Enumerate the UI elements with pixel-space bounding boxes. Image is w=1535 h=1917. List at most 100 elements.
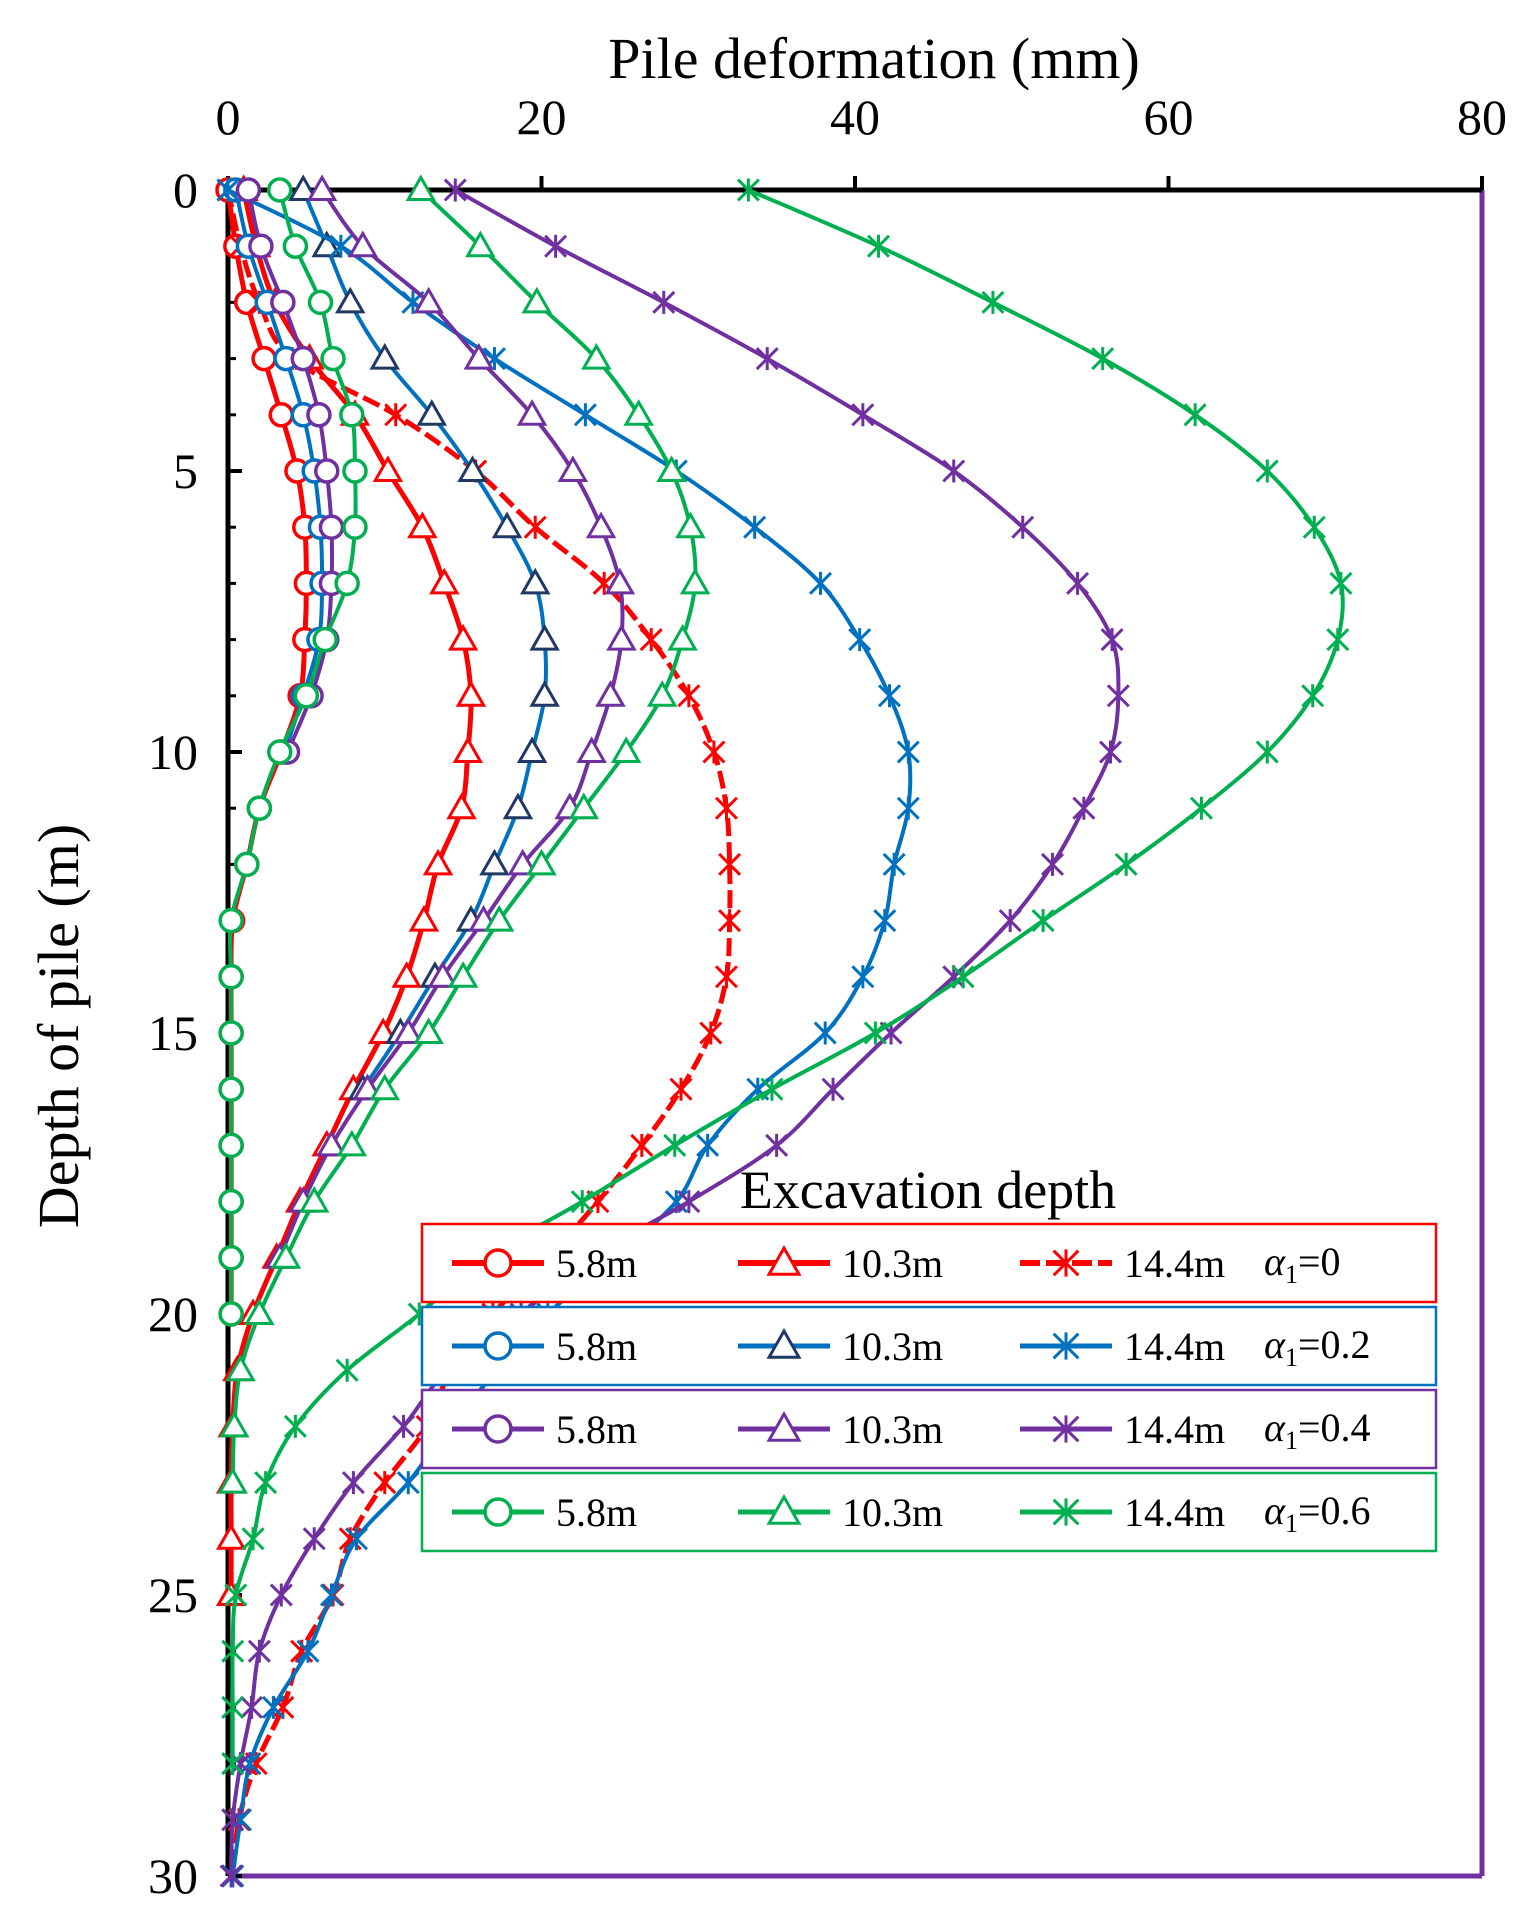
data-point (244, 1298, 275, 1325)
legend-group: 5.8m 10.3m 14.4m α1=0.6 (420, 1471, 1438, 1553)
data-point (290, 345, 316, 372)
data-point (312, 626, 338, 653)
data-point (288, 174, 319, 201)
legend-alpha-label: α1=0 (1264, 1239, 1341, 1289)
data-point (218, 1188, 244, 1215)
data-point (396, 1471, 420, 1495)
data-point (306, 174, 338, 201)
data-point (282, 233, 309, 259)
data-point (408, 904, 440, 932)
data-point (656, 455, 687, 482)
data-point (1255, 740, 1279, 764)
series-8 (219, 178, 1130, 1888)
data-point (718, 909, 742, 933)
data-point (882, 852, 906, 876)
data-point (318, 514, 345, 540)
data-point (1189, 796, 1213, 820)
data-point (765, 1133, 789, 1157)
legend-label: 10.3m (842, 1324, 943, 1369)
data-point (679, 567, 711, 595)
legend-box (420, 1471, 1438, 1553)
legend-label: 14.4m (1124, 1241, 1225, 1286)
data-point (863, 1021, 887, 1045)
data-point (413, 1017, 444, 1044)
data-point (246, 795, 273, 821)
data-point (544, 234, 568, 258)
data-point (851, 403, 875, 427)
data-point (306, 402, 332, 428)
data-point (405, 174, 437, 201)
data-point (416, 399, 448, 426)
data-point (316, 1129, 347, 1157)
legend-marker (1052, 1498, 1080, 1526)
data-point (1072, 796, 1096, 820)
data-point (519, 567, 551, 595)
data-point (981, 290, 1005, 314)
data-point (293, 683, 320, 709)
data-point (335, 1358, 359, 1382)
legend-marker (1052, 1249, 1080, 1277)
data-point (296, 1639, 320, 1663)
x-tick-label: 20 (517, 89, 567, 145)
data-point (261, 1695, 285, 1719)
legend-label: 5.8m (556, 1490, 637, 1535)
series-line (229, 188, 1121, 1877)
data-point (1098, 740, 1123, 764)
data-point (221, 1808, 245, 1832)
legend-box (420, 1222, 1438, 1304)
data-point (877, 684, 901, 708)
y-tick-label: 30 (148, 1848, 198, 1904)
legend-alpha-label: α1=0.2 (1264, 1322, 1371, 1372)
data-point (942, 459, 966, 483)
data-point (452, 736, 484, 763)
data-point (241, 1527, 265, 1551)
data-point (270, 1242, 302, 1269)
legend-group: 5.8m 10.3m 14.4m α1=0.2 (420, 1305, 1438, 1387)
legend-marker (483, 1248, 513, 1278)
data-point (298, 1185, 330, 1213)
data-point (373, 1471, 397, 1495)
legend-marker (483, 1331, 513, 1361)
data-point (813, 1021, 837, 1045)
legend-label: 5.8m (556, 1241, 637, 1286)
legend-marker (483, 1414, 513, 1444)
data-point (526, 848, 557, 876)
data-point (604, 567, 636, 595)
data-point (269, 1583, 293, 1607)
data-point (217, 1466, 248, 1494)
legend-label: 14.4m (1124, 1490, 1225, 1535)
series-10 (217, 174, 711, 1494)
data-point (623, 399, 654, 426)
legend-marker (766, 1245, 802, 1276)
data-point (248, 233, 274, 259)
data-point (652, 290, 676, 314)
data-point (391, 961, 422, 988)
data-point (576, 736, 607, 763)
data-point (1114, 852, 1138, 876)
legend-marker (483, 1497, 513, 1527)
data-point (429, 567, 460, 595)
data-point (1329, 571, 1353, 595)
y-tick-label: 5 (173, 443, 198, 499)
data-point (247, 1639, 271, 1663)
data-point (443, 178, 467, 202)
data-point (311, 230, 342, 258)
data-point (714, 796, 738, 820)
data-point (1040, 852, 1065, 876)
data-point (457, 455, 488, 482)
data-point (630, 1133, 654, 1157)
data-point (521, 286, 553, 314)
data-point (221, 1752, 245, 1776)
data-point (455, 680, 487, 707)
data-point (1302, 515, 1326, 539)
x-tick-label: 60 (1144, 89, 1194, 145)
data-point (606, 623, 637, 651)
data-point (463, 342, 495, 370)
data-point (218, 1245, 244, 1271)
data-point (369, 342, 400, 370)
data-point (677, 684, 701, 708)
data-point (268, 402, 295, 428)
legend-label: 14.4m (1124, 1324, 1225, 1369)
data-point (446, 792, 477, 820)
